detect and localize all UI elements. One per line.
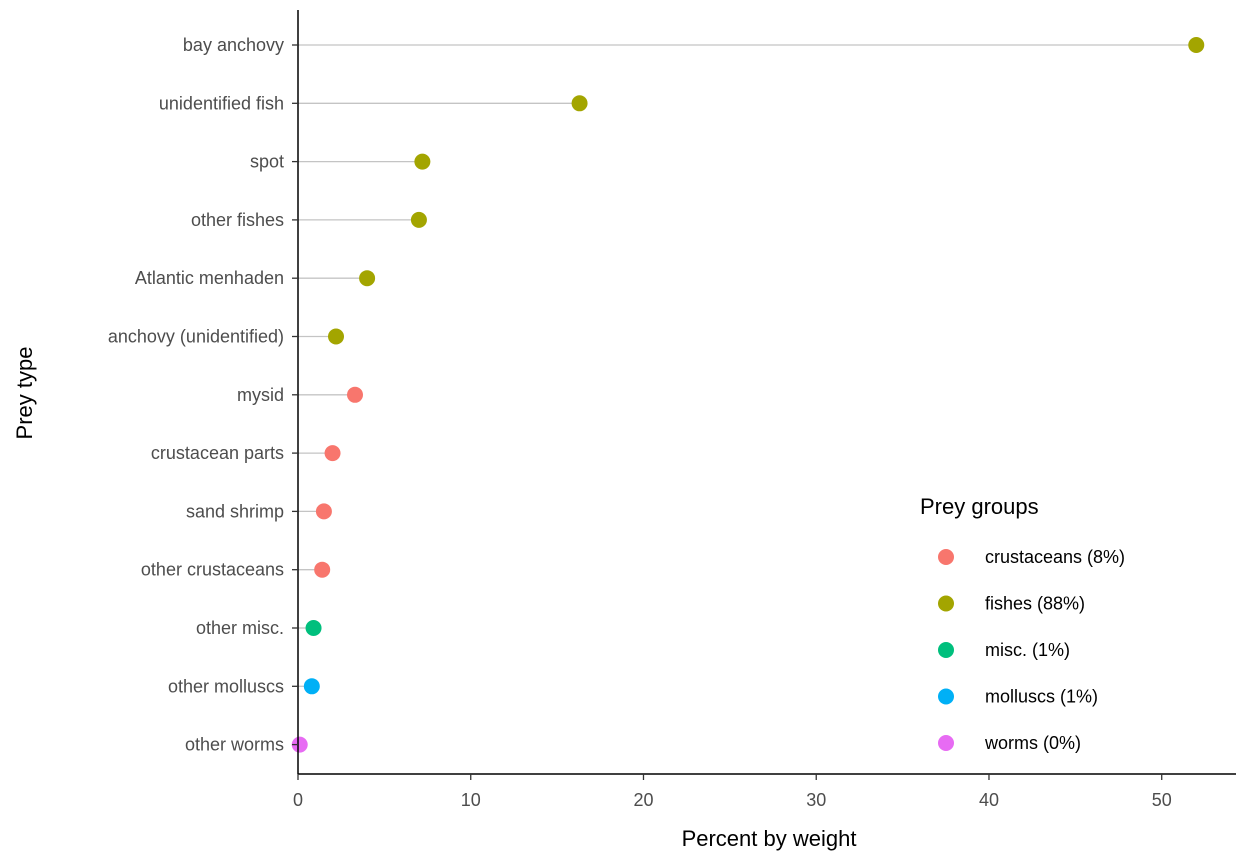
legend-swatch [938, 735, 954, 751]
y-tick-label: anchovy (unidentified) [108, 327, 284, 347]
data-point [571, 95, 588, 112]
x-tick-label: 0 [293, 790, 303, 810]
legend-swatch [938, 549, 954, 565]
data-point [347, 386, 364, 403]
y-tick-label: unidentified fish [159, 93, 284, 113]
legend-swatch [938, 642, 954, 658]
data-point [305, 620, 322, 636]
y-tick-label: other molluscs [168, 676, 284, 696]
legend-swatch [938, 688, 954, 705]
y-axis-title: Prey type [12, 347, 37, 440]
data-point [303, 678, 320, 695]
legend-label: fishes (88%) [985, 594, 1085, 614]
y-tick-label: sand shrimp [186, 501, 284, 521]
data-point [328, 328, 345, 345]
y-tick-label: mysid [237, 385, 284, 405]
y-tick-label: other worms [185, 735, 284, 755]
data-points [291, 37, 1205, 753]
y-tick-label: Atlantic menhaden [135, 268, 284, 288]
x-axis-title: Percent by weight [682, 826, 857, 851]
legend-title: Prey groups [920, 494, 1039, 519]
legend-label: worms (0%) [984, 733, 1081, 753]
y-tick-label: other fishes [191, 210, 284, 230]
legend-label: misc. (1%) [985, 640, 1070, 660]
legend-label: molluscs (1%) [985, 687, 1098, 707]
data-point [291, 736, 308, 753]
y-tick-label: spot [250, 152, 284, 172]
legend-label: crustaceans (8%) [985, 547, 1125, 567]
data-point [410, 211, 427, 228]
y-tick-label: crustacean parts [151, 443, 284, 463]
x-tick-label: 20 [633, 790, 653, 810]
y-axis-ticks: bay anchovy unidentified fish spot other fi… [108, 35, 298, 755]
x-tick-label: 30 [806, 790, 826, 810]
legend: Prey groups crustaceans (8%) fishes (88%)… [920, 494, 1125, 753]
x-tick-label: 50 [1152, 790, 1172, 810]
y-tick-label: bay anchovy [183, 35, 284, 55]
x-tick-label: 40 [979, 790, 999, 810]
data-point [1188, 37, 1205, 53]
legend-swatch [938, 595, 954, 612]
data-point [315, 503, 332, 520]
x-tick-label: 10 [461, 790, 481, 810]
x-axis-ticks: 0 10 20 30 40 50 [293, 774, 1172, 810]
data-point [324, 445, 341, 462]
data-point [414, 153, 431, 170]
data-point [359, 270, 376, 287]
y-tick-label: other crustaceans [141, 560, 284, 580]
y-tick-label: other misc. [196, 618, 284, 638]
data-point [314, 561, 331, 578]
